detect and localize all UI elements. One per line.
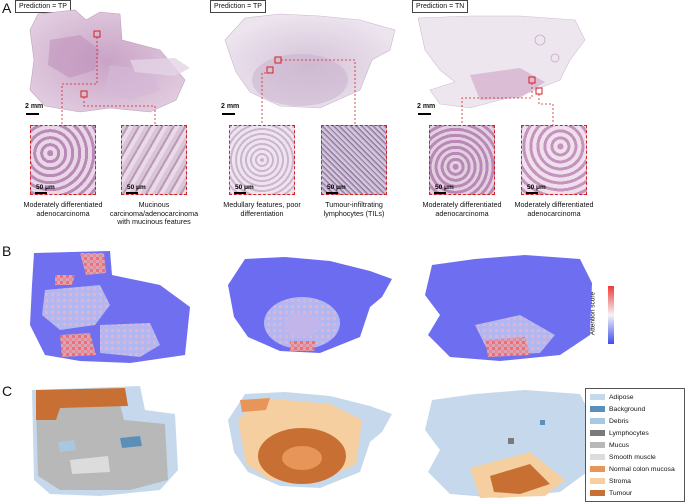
- micrograph-scale-label: 50 μm: [327, 184, 346, 191]
- slide-overview-graphic: [26, 9, 586, 125]
- legend-swatch-mucus: [590, 442, 605, 448]
- micrograph-4: 50 μm: [321, 125, 387, 195]
- tissue-map-2: [228, 392, 392, 488]
- caption-3: Medullary features, poor differentiation: [223, 200, 301, 218]
- micrograph-6: 50 μm: [521, 125, 587, 195]
- tissue-legend: Adipose Background Debris Lymphocytes Mu…: [585, 388, 685, 502]
- prediction-badge-1: Prediction = TP: [15, 0, 71, 13]
- caption-5: Moderately differentiated adenocarcinoma: [422, 200, 502, 218]
- micrograph-2: 50 μm: [121, 125, 187, 195]
- legend-label: Normal colon mucosa: [609, 465, 675, 473]
- micrograph-scale-bar: [234, 192, 246, 194]
- colorbar-label: Attention score: [589, 291, 597, 336]
- legend-swatch-tumour: [590, 490, 605, 496]
- scale-bar-3: [418, 113, 431, 115]
- scale-bar-2: [222, 113, 235, 115]
- legend-item-stroma: Stroma: [590, 476, 631, 486]
- scale-label-1: 2 mm: [25, 103, 44, 110]
- micrograph-scale-bar: [526, 192, 538, 194]
- attention-map-1: [30, 251, 190, 363]
- legend-swatch-smooth-muscle: [590, 454, 605, 460]
- legend-label: Stroma: [609, 477, 631, 485]
- legend-swatch-normal-colon-mucosa: [590, 466, 605, 472]
- micrograph-scale-bar: [126, 192, 138, 194]
- caption-1: Moderately differentiated adenocarcinoma: [23, 200, 103, 218]
- legend-item-tumour: Tumour: [590, 488, 632, 498]
- legend-swatch-lymphocytes: [590, 430, 605, 436]
- micrograph-scale-label: 50 μm: [235, 184, 254, 191]
- prediction-badge-2: Prediction = TP: [210, 0, 266, 13]
- micrograph-scale-label: 50 μm: [527, 184, 546, 191]
- micrograph-scale-label: 50 μm: [435, 184, 454, 191]
- micrograph-5: 50 μm: [429, 125, 495, 195]
- slide-image-2: [224, 13, 396, 109]
- panel-label-c: C: [2, 383, 13, 399]
- micrograph-1: 50 μm: [30, 125, 96, 195]
- scale-bar-1: [26, 113, 39, 115]
- legend-label: Smooth muscle: [609, 453, 656, 461]
- micrograph-scale-label: 50 μm: [127, 184, 146, 191]
- micrograph-scale-bar: [326, 192, 338, 194]
- attention-heatmaps: [30, 251, 592, 363]
- slide-image-1: [29, 9, 190, 113]
- scale-label-2: 2 mm: [221, 103, 240, 110]
- prediction-badge-3: Prediction = TN: [412, 0, 469, 13]
- micrograph-scale-label: 50 μm: [36, 184, 55, 191]
- legend-swatch-debris: [590, 418, 605, 424]
- tissue-map-1: [32, 386, 178, 496]
- attention-colorbar: [608, 286, 614, 344]
- legend-item-normal-colon-mucosa: Normal colon mucosa: [590, 464, 675, 474]
- legend-label: Tumour: [609, 489, 633, 497]
- micrograph-scale-bar: [434, 192, 446, 194]
- caption-6: Moderately differentiated adenocarcinoma: [514, 200, 594, 218]
- legend-label: Background: [609, 405, 646, 413]
- legend-label: Adipose: [609, 393, 634, 401]
- micrograph-scale-bar: [35, 192, 47, 194]
- legend-swatch-adipose: [590, 394, 605, 400]
- legend-label: Debris: [609, 417, 629, 425]
- legend-item-mucus: Mucus: [590, 440, 629, 450]
- tissue-map-3: [425, 390, 590, 498]
- legend-item-background: Background: [590, 404, 645, 414]
- caption-2: Mucinous carcinoma/adenocarcinoma with m…: [109, 200, 199, 227]
- attention-map-3: [425, 255, 592, 361]
- legend-item-lymphocytes: Lymphocytes: [590, 428, 649, 438]
- legend-label: Lymphocytes: [609, 429, 649, 437]
- tissue-maps: [32, 386, 590, 498]
- caption-4: Tumour-infiltrating lymphocytes (TILs): [323, 200, 385, 218]
- legend-item-smooth-muscle: Smooth muscle: [590, 452, 656, 462]
- legend-swatch-stroma: [590, 478, 605, 484]
- legend-item-adipose: Adipose: [590, 392, 634, 402]
- legend-item-debris: Debris: [590, 416, 629, 426]
- panel-label-b: B: [2, 243, 12, 259]
- legend-swatch-background: [590, 406, 605, 412]
- attention-map-2: [228, 257, 392, 353]
- panel-label-a: A: [2, 0, 12, 16]
- micrograph-3: 50 μm: [229, 125, 295, 195]
- legend-label: Mucus: [609, 441, 630, 449]
- scale-label-3: 2 mm: [417, 103, 436, 110]
- slide-image-3: [417, 15, 586, 109]
